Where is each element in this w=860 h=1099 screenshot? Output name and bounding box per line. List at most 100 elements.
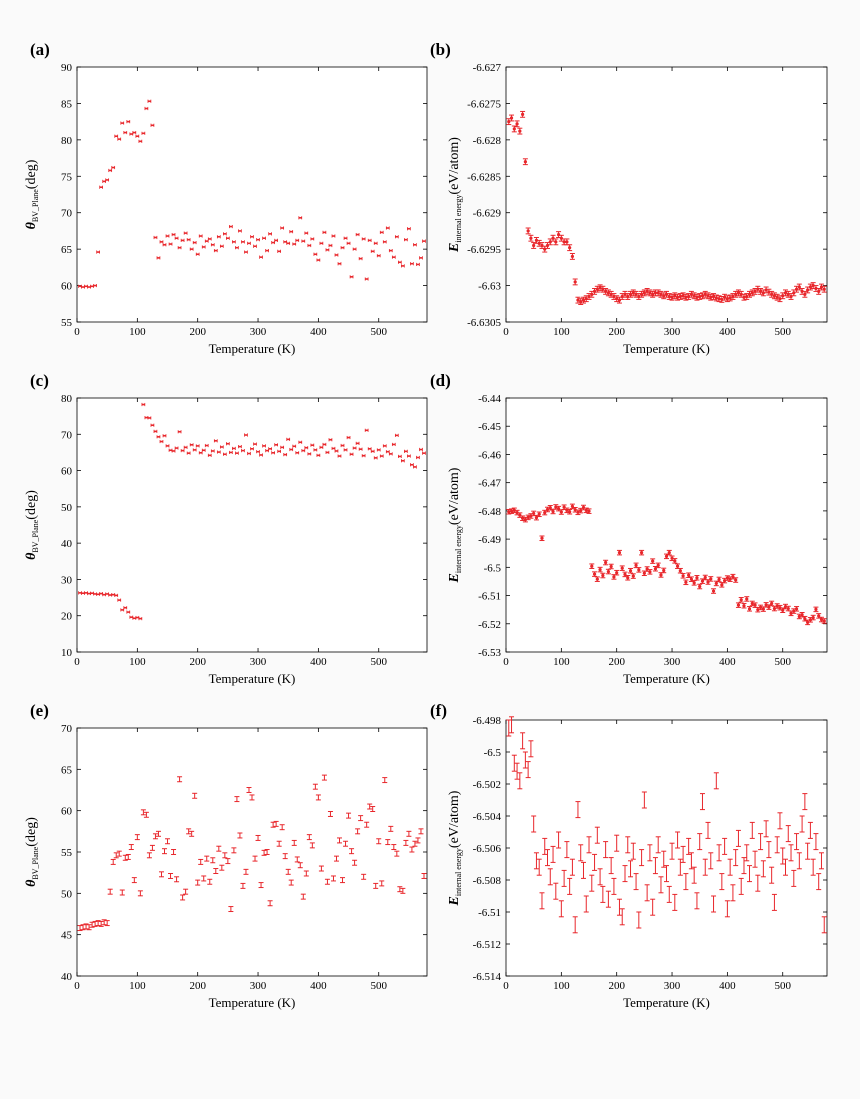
data-point [713, 580, 719, 587]
y-axis-unit: (deg) [24, 159, 39, 189]
data-point [268, 232, 272, 236]
data-point [522, 158, 528, 166]
data-point [128, 844, 134, 851]
data-point [747, 606, 753, 612]
data-point [747, 865, 753, 883]
data-point [766, 604, 772, 610]
data-point [134, 834, 140, 841]
y-tick-label: -6.46 [478, 449, 501, 461]
data-point [777, 295, 783, 303]
data-point [699, 292, 705, 300]
data-point [192, 792, 198, 799]
data-point [774, 293, 780, 301]
data-point [277, 449, 282, 453]
data-point [422, 451, 426, 455]
data-point [325, 248, 330, 252]
panel-f: (f) 0 100 200 300 400 500 -6.514 -6.512 -6.51 -6.5… [430, 701, 828, 1010]
y-tick-label: -6.49 [478, 534, 501, 546]
data-point [297, 862, 303, 869]
data-point [303, 870, 309, 877]
data-point [818, 852, 824, 870]
data-point [407, 227, 411, 231]
x-tick-label: 300 [664, 656, 681, 668]
data-point [333, 855, 339, 862]
data-point [603, 841, 609, 859]
data-point [180, 449, 185, 453]
y-tick-label: 45 [61, 930, 73, 942]
data-point [207, 237, 212, 241]
data-point [171, 449, 176, 453]
data-point [150, 423, 155, 427]
x-axis-title: Temperature (K) [623, 995, 710, 1010]
data-point [232, 240, 236, 244]
data-point [749, 289, 755, 297]
data-point [675, 831, 681, 849]
data-point [334, 449, 339, 453]
data-point [86, 924, 92, 931]
data-point [146, 852, 152, 859]
data-point [672, 292, 678, 300]
data-point [394, 850, 400, 857]
data-point [391, 442, 396, 447]
data-point [382, 240, 387, 244]
x-tick-label: 400 [310, 656, 327, 668]
data-point [321, 774, 327, 781]
data-point [298, 440, 303, 444]
x-tick-label: 200 [608, 656, 625, 668]
data-point [358, 815, 364, 822]
x-tick-label: 100 [553, 980, 570, 992]
x-tick-label: 0 [503, 326, 509, 338]
y-axis-subscript: internal energy [454, 525, 463, 573]
data-point [265, 249, 269, 253]
data-point [647, 569, 653, 575]
data-point [686, 837, 692, 855]
y-tick-label: -6.51 [478, 907, 501, 919]
data-point [309, 842, 315, 849]
series-markers [506, 110, 827, 306]
data-point [713, 294, 719, 302]
data-point [636, 911, 642, 929]
y-tick-label: 55 [61, 317, 73, 329]
data-point [683, 873, 689, 891]
data-point [782, 858, 788, 876]
data-point [259, 453, 263, 457]
data-point [520, 732, 526, 750]
x-tick-label: 200 [608, 980, 625, 992]
data-point [655, 836, 661, 854]
y-axis-subscript: internal energy [454, 848, 463, 896]
x-tick-label: 500 [370, 980, 387, 992]
data-point [625, 836, 631, 854]
data-point [349, 452, 354, 456]
data-point [677, 293, 683, 300]
data-point [382, 444, 387, 448]
data-point [186, 238, 191, 242]
x-tick-label: 400 [719, 656, 736, 668]
data-point [711, 293, 717, 300]
data-point [666, 293, 672, 300]
data-point [531, 242, 537, 249]
data-point [608, 563, 614, 570]
data-point [319, 241, 324, 245]
x-axis-title: Temperature (K) [209, 671, 296, 686]
y-tick-label: 85 [61, 98, 73, 110]
data-point [572, 278, 578, 286]
data-point [752, 850, 758, 868]
y-axis-unit: (eV/atom) [447, 790, 462, 848]
data-point [539, 535, 545, 542]
data-point [141, 131, 146, 135]
data-point [397, 886, 403, 893]
data-point [165, 234, 170, 238]
x-axis-title: Temperature (K) [623, 341, 710, 356]
y-tick-label: 60 [61, 466, 73, 478]
data-point [135, 134, 140, 138]
data-point [575, 296, 581, 304]
data-point [147, 99, 152, 103]
data-point [255, 834, 261, 841]
x-tick-label: 200 [189, 326, 206, 338]
panel-label: (e) [30, 701, 49, 720]
data-point [506, 508, 512, 515]
data-point [802, 793, 808, 811]
data-point [330, 875, 336, 882]
data-point [159, 240, 164, 244]
data-point [204, 855, 210, 862]
